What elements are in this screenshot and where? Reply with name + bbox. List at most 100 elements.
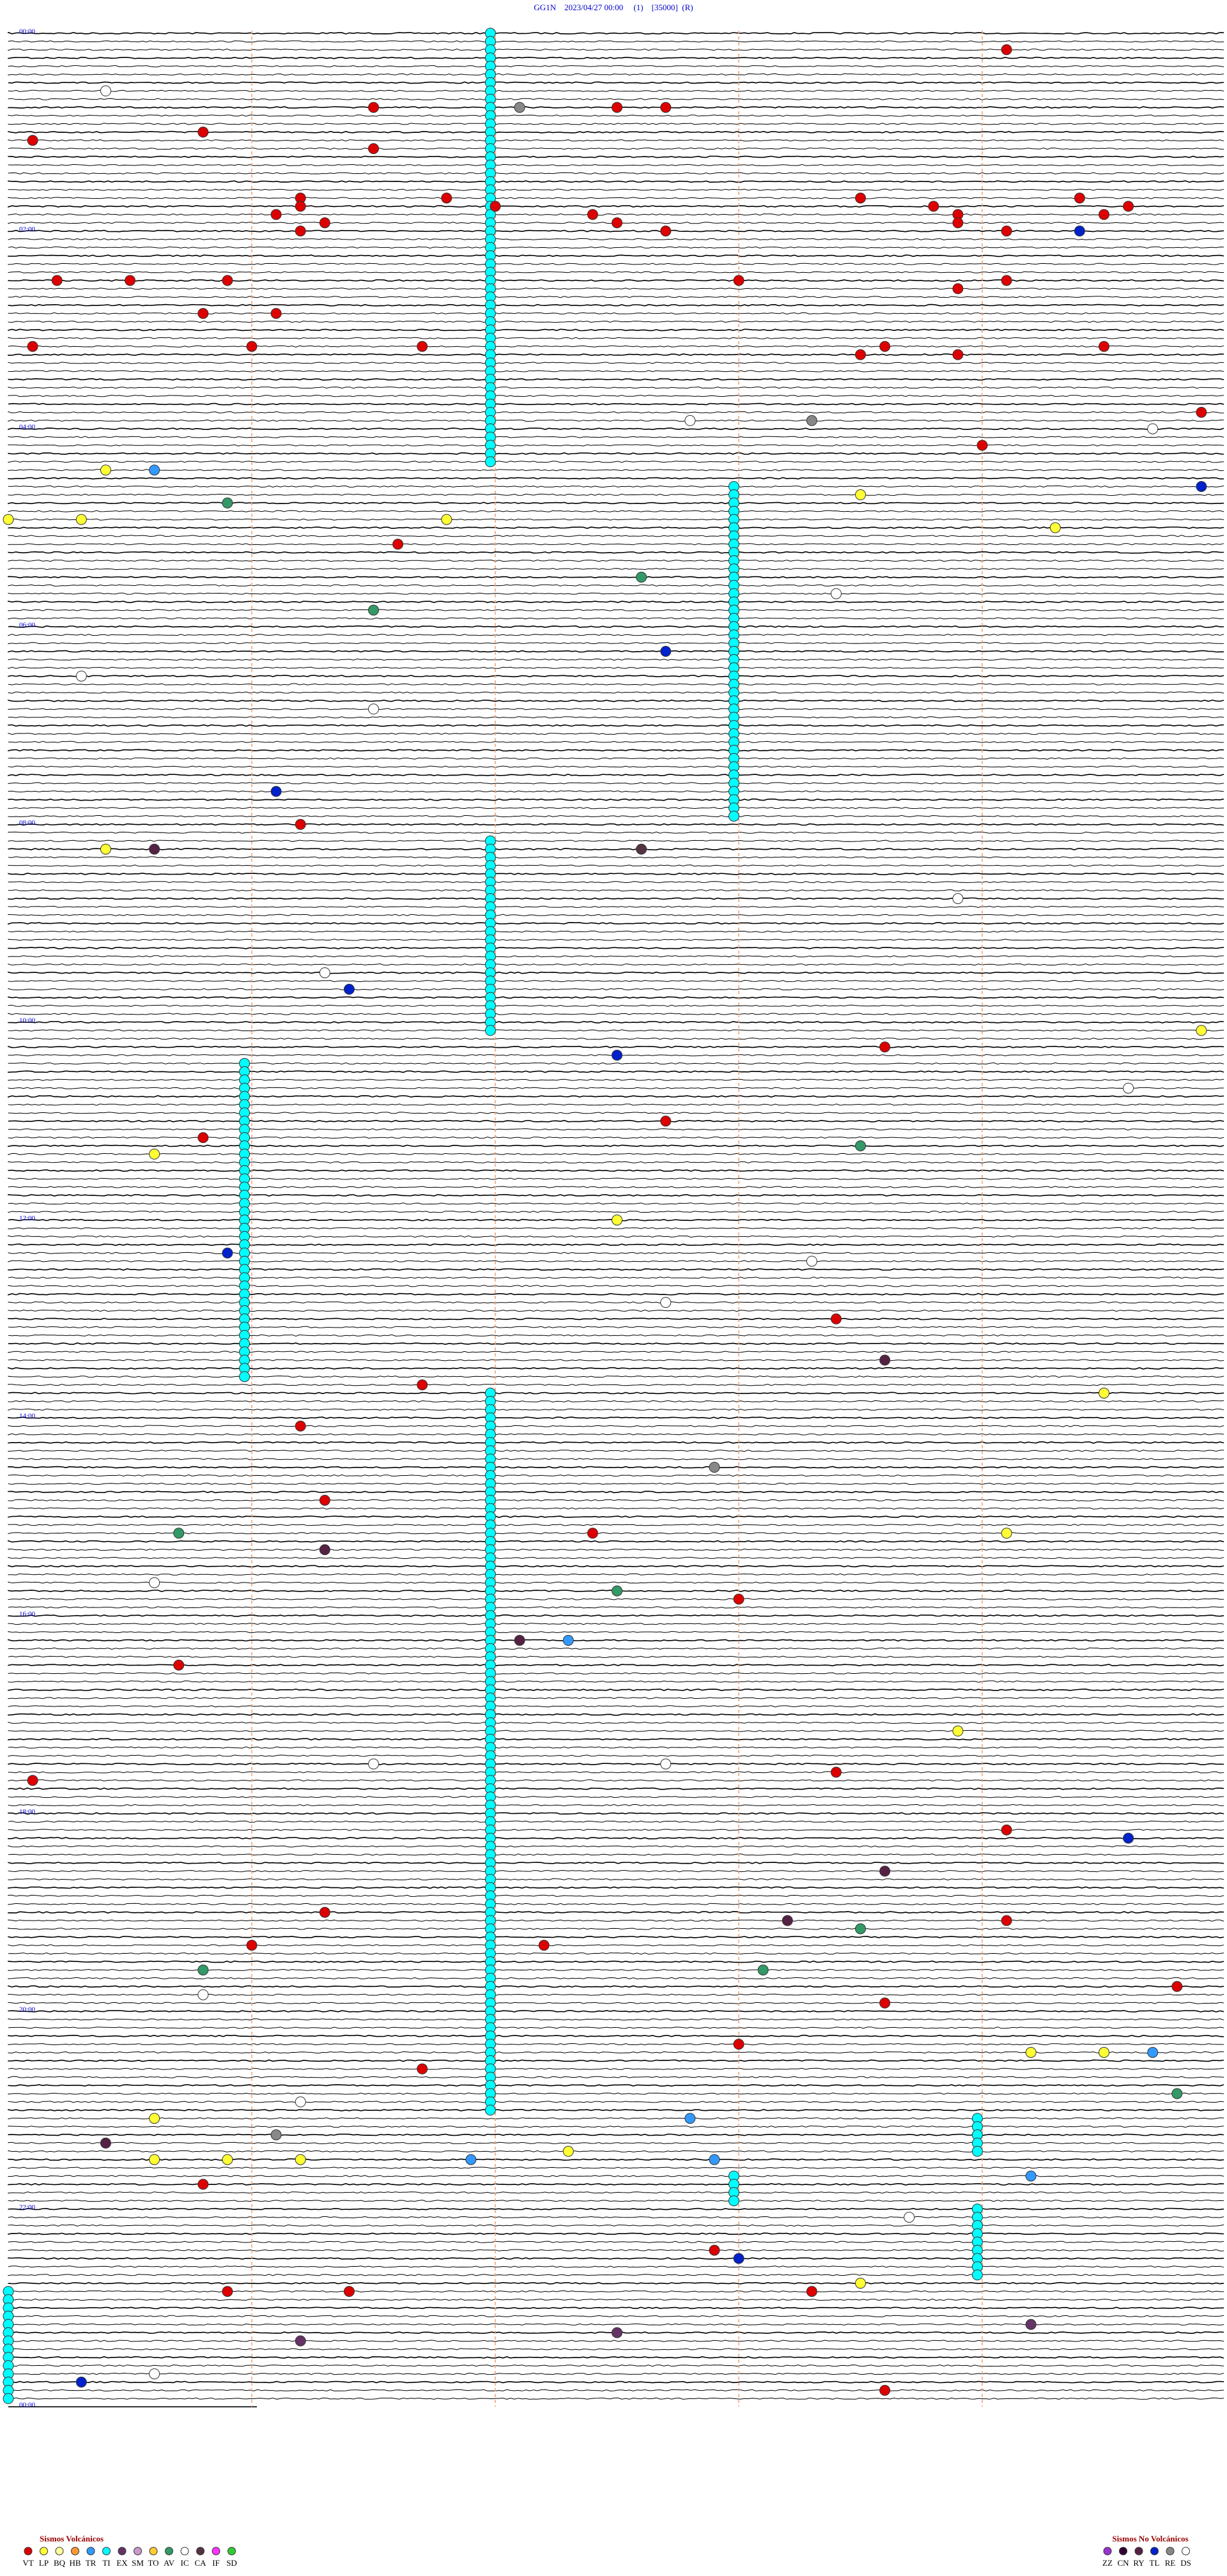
trace xyxy=(8,634,1224,636)
trace xyxy=(8,510,1224,512)
trace xyxy=(8,658,1224,661)
trace xyxy=(8,288,1224,290)
event xyxy=(1123,1832,1134,1844)
trace xyxy=(8,452,1224,455)
event xyxy=(222,497,233,509)
trace xyxy=(8,238,1224,241)
trace xyxy=(8,139,1224,142)
event xyxy=(197,308,209,319)
legend-label: LP xyxy=(39,2558,49,2568)
event xyxy=(1196,1025,1207,1036)
trace xyxy=(8,312,1224,315)
event xyxy=(757,1965,769,1975)
legend-title: Sismos No Volcánicos xyxy=(1112,2534,1188,2543)
event xyxy=(855,1140,866,1151)
trace xyxy=(8,1482,1224,1485)
trace xyxy=(8,353,1224,356)
trace xyxy=(8,765,1224,768)
trace xyxy=(8,1193,1224,1197)
trace xyxy=(8,254,1224,257)
trace xyxy=(8,1853,1224,1856)
time-label: 14:00 xyxy=(19,1413,36,1420)
event xyxy=(855,1923,866,1935)
trace xyxy=(8,461,1224,463)
trace xyxy=(8,436,1224,438)
trace xyxy=(8,1754,1224,1757)
event xyxy=(75,670,87,682)
trace xyxy=(8,394,1224,397)
trace xyxy=(8,2298,1224,2301)
event xyxy=(270,2129,282,2140)
trace xyxy=(8,1004,1224,1007)
trace xyxy=(8,1639,1224,1642)
trace xyxy=(8,675,1224,678)
legend-label: VT xyxy=(22,2558,33,2568)
event xyxy=(100,843,111,855)
event xyxy=(27,1775,38,1786)
trace xyxy=(8,2365,1224,2367)
trace xyxy=(8,1202,1224,1205)
legend-label: AV xyxy=(164,2558,175,2568)
trace xyxy=(8,65,1224,68)
trace xyxy=(8,444,1224,447)
time-label: 02:00 xyxy=(19,226,36,233)
trace xyxy=(8,2191,1224,2194)
event xyxy=(270,209,282,220)
trace xyxy=(8,1400,1224,1403)
event xyxy=(879,2384,891,2396)
legend-label: CA xyxy=(194,2558,206,2568)
event xyxy=(1171,1981,1183,1992)
legend-label: TL xyxy=(1150,2558,1160,2568)
trace xyxy=(8,263,1224,265)
trace xyxy=(8,757,1224,760)
event xyxy=(295,226,306,237)
trace xyxy=(8,1342,1224,1346)
time-label: 00:00 xyxy=(19,2402,36,2409)
event xyxy=(733,1593,745,1605)
event xyxy=(830,588,842,599)
legend-label: IF xyxy=(212,2558,220,2568)
event xyxy=(733,2039,745,2050)
event xyxy=(368,703,379,715)
event xyxy=(1171,2088,1183,2099)
trace xyxy=(8,2274,1224,2276)
event xyxy=(3,514,14,525)
trace xyxy=(8,815,1224,818)
event xyxy=(125,275,135,286)
traces xyxy=(8,31,1224,2407)
trace xyxy=(8,806,1224,809)
trace xyxy=(8,2051,1224,2054)
event xyxy=(270,786,282,797)
trace xyxy=(8,1746,1224,1749)
trace xyxy=(8,345,1224,348)
trace xyxy=(8,419,1224,422)
event xyxy=(239,1371,251,1383)
trace xyxy=(8,1614,1224,1617)
event xyxy=(1074,192,1085,204)
trace xyxy=(8,2018,1224,2021)
trace xyxy=(8,89,1224,92)
trace xyxy=(8,81,1224,84)
trace xyxy=(8,1894,1224,1897)
trace xyxy=(8,123,1224,125)
legend-label: TI xyxy=(102,2558,110,2568)
trace xyxy=(8,1013,1224,1015)
event xyxy=(100,464,111,476)
event xyxy=(684,415,696,426)
event xyxy=(222,275,233,286)
event xyxy=(976,440,988,451)
trace xyxy=(8,641,1224,645)
trace xyxy=(8,979,1224,983)
trace xyxy=(8,1680,1224,1683)
event xyxy=(660,226,672,237)
trace xyxy=(8,905,1224,908)
marks: 00:00 02:00 04:00 06:00 08:00 10:00 12:00 14:00… xyxy=(3,27,1207,2409)
trace xyxy=(8,1911,1224,1914)
trace xyxy=(8,1029,1224,1032)
event xyxy=(295,2096,306,2108)
event xyxy=(660,102,672,113)
legend-swatch xyxy=(165,2547,173,2556)
event xyxy=(879,341,891,352)
trace xyxy=(8,2166,1224,2169)
trace xyxy=(8,592,1224,595)
